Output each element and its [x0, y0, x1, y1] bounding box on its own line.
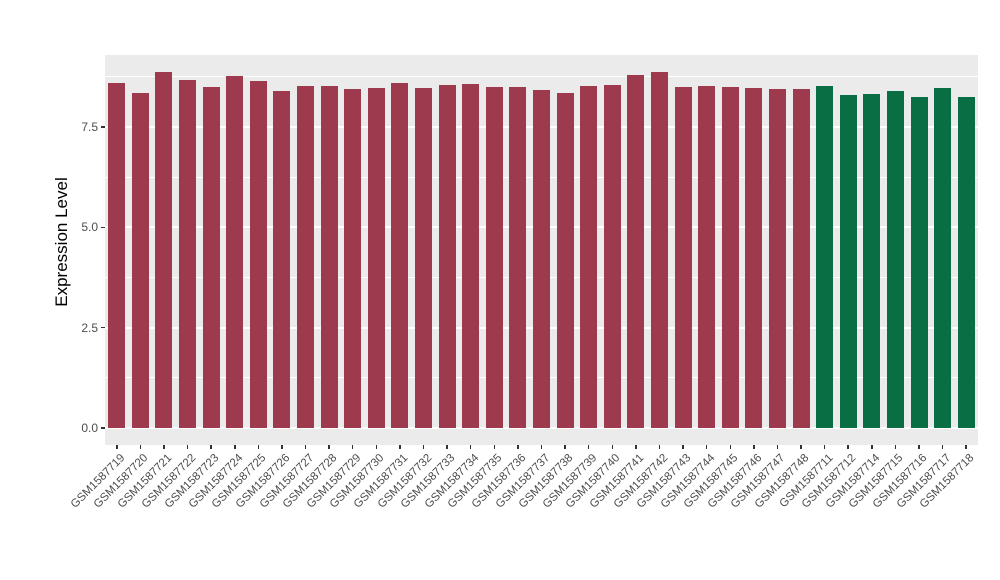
x-tick-mark	[587, 445, 590, 449]
x-tick-mark	[965, 445, 967, 449]
x-tick-mark	[446, 445, 448, 449]
x-tick-mark	[753, 445, 755, 449]
bar	[509, 86, 527, 428]
bar	[367, 88, 385, 428]
bar	[108, 82, 126, 428]
x-tick-mark	[304, 445, 307, 449]
x-tick-mark	[871, 445, 873, 449]
bar	[580, 86, 598, 428]
y-axis-title: Expression Level	[52, 177, 71, 307]
x-tick-mark	[800, 445, 802, 449]
bar	[627, 74, 645, 428]
y-tick-label: 0.0	[81, 421, 98, 435]
y-tick-label: 7.5	[81, 120, 98, 135]
x-tick-mark	[139, 445, 142, 449]
bar	[839, 94, 857, 428]
x-tick-mark	[469, 445, 472, 449]
bar	[344, 88, 362, 428]
bar	[391, 82, 409, 428]
x-tick-mark	[281, 445, 283, 449]
bar	[131, 92, 149, 428]
bar	[556, 92, 574, 428]
bar	[155, 72, 173, 428]
y-tick-mark	[101, 126, 105, 128]
plot-area	[105, 55, 978, 445]
bar	[603, 84, 621, 428]
x-tick-mark	[422, 445, 425, 449]
bar	[768, 88, 786, 428]
y-tick-label: 5.0	[81, 220, 98, 235]
bar	[462, 84, 480, 428]
y-tick-mark	[101, 226, 105, 229]
bar	[226, 76, 244, 428]
bar	[249, 80, 267, 428]
x-tick-mark	[823, 445, 826, 449]
bar	[297, 86, 315, 428]
bar	[721, 86, 739, 428]
bar	[816, 86, 834, 428]
bar	[650, 72, 668, 428]
bar	[438, 84, 456, 428]
x-tick-mark	[116, 445, 118, 449]
bar	[792, 88, 810, 428]
y-tick-mark	[101, 326, 105, 329]
bar	[273, 90, 291, 428]
bar	[533, 90, 550, 428]
bar	[485, 86, 503, 428]
x-tick-mark	[210, 445, 212, 449]
bar	[202, 86, 220, 428]
bar	[863, 94, 881, 428]
x-tick-mark	[540, 445, 543, 449]
x-tick-mark	[894, 445, 897, 449]
bar	[934, 88, 952, 428]
x-tick-mark	[351, 445, 354, 449]
gridline-major	[105, 427, 978, 429]
x-tick-mark	[234, 445, 236, 449]
x-tick-mark	[186, 445, 189, 449]
x-tick-mark	[941, 445, 944, 449]
x-tick-mark	[493, 445, 496, 449]
x-tick-mark	[729, 445, 731, 449]
bar	[320, 86, 338, 428]
gridline-minor	[105, 76, 978, 78]
bar	[745, 88, 763, 428]
y-tick-label: 2.5	[81, 320, 98, 335]
x-tick-mark	[776, 445, 779, 449]
x-tick-mark	[399, 445, 401, 449]
bar	[910, 96, 928, 428]
x-tick-mark	[375, 445, 378, 449]
x-tick-mark	[257, 445, 260, 449]
x-tick-mark	[682, 445, 684, 449]
x-tick-mark	[705, 445, 708, 449]
bar	[415, 88, 433, 428]
bar	[179, 80, 197, 428]
x-tick-mark	[635, 445, 637, 449]
bar	[674, 86, 692, 428]
x-tick-mark	[847, 445, 849, 449]
y-tick-mark	[101, 427, 105, 429]
x-tick-mark	[611, 445, 614, 449]
bar	[886, 90, 904, 428]
x-tick-mark	[517, 445, 519, 449]
x-tick-mark	[918, 445, 920, 449]
x-tick-mark	[163, 445, 165, 449]
x-tick-mark	[328, 445, 330, 449]
bar	[957, 96, 975, 428]
x-tick-mark	[658, 445, 661, 449]
x-tick-mark	[564, 445, 566, 449]
bar	[698, 86, 716, 428]
